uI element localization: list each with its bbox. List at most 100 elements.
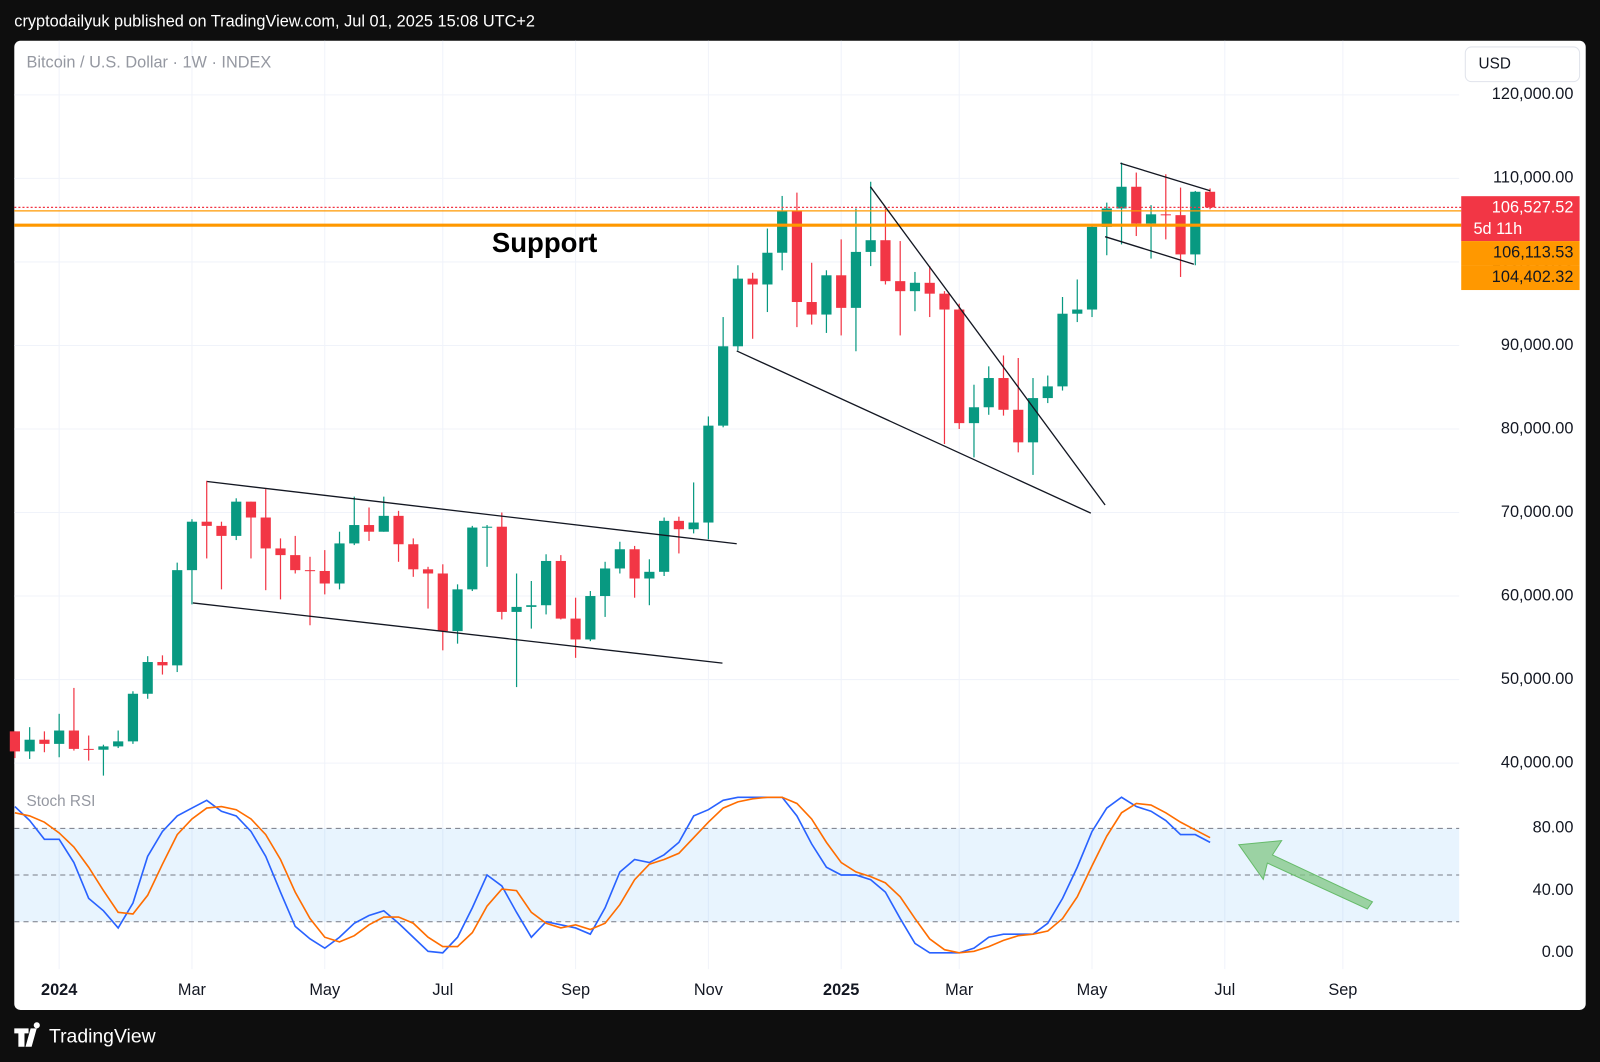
marks xyxy=(9,162,1462,954)
y-tick-label: 0.00 xyxy=(1542,943,1574,961)
candle-body xyxy=(570,618,581,640)
y-tick-label: 40.00 xyxy=(1533,881,1574,899)
candle-body xyxy=(319,570,330,584)
x-tick-label: Jul xyxy=(432,981,453,999)
candle-body xyxy=(1086,226,1098,310)
currency-label[interactable]: USD xyxy=(1479,55,1511,72)
candle-body xyxy=(496,526,507,612)
candle-body xyxy=(1013,409,1024,443)
y-tick-label: 90,000.00 xyxy=(1501,336,1574,354)
candle-body xyxy=(821,275,832,315)
candle-body xyxy=(791,210,803,303)
candle-body xyxy=(585,596,596,640)
candle-body xyxy=(511,606,522,612)
x-tick-label: May xyxy=(1077,981,1109,999)
candle-body xyxy=(998,378,1009,410)
candle-body xyxy=(777,210,788,253)
candle-body xyxy=(1027,398,1039,443)
candle-body xyxy=(1131,186,1142,224)
candle-body xyxy=(703,425,714,523)
candle-body xyxy=(68,730,80,749)
candle-body xyxy=(1116,186,1127,209)
candle-body xyxy=(600,568,611,597)
footer-logo: TradingView xyxy=(14,1022,157,1048)
x-tick-label: 2025 xyxy=(823,981,859,999)
candle-body xyxy=(113,741,124,747)
y-tick-label: 70,000.00 xyxy=(1501,503,1574,521)
publisher-line: cryptodailyuk published on TradingView.c… xyxy=(14,13,535,31)
y-tick-label: 80,000.00 xyxy=(1501,419,1574,437)
candle-body xyxy=(142,662,153,694)
candle-body xyxy=(201,521,212,526)
candle-body xyxy=(467,527,478,590)
candle-body xyxy=(762,252,773,285)
candle-body xyxy=(98,746,109,750)
price-tag xyxy=(1461,265,1580,291)
candle-body xyxy=(422,569,434,574)
x-tick-label: Sep xyxy=(561,981,590,999)
candle-body xyxy=(39,739,50,744)
support-label: Support xyxy=(492,227,598,258)
candle-body xyxy=(673,520,684,530)
price-tag-label: 106,113.53 xyxy=(1493,244,1573,262)
candle-body xyxy=(644,571,655,579)
channel-upper xyxy=(207,480,737,545)
flag-upper xyxy=(1120,162,1211,192)
currency-button[interactable] xyxy=(1464,46,1581,83)
candle-body xyxy=(629,549,640,579)
candle-body xyxy=(127,693,139,742)
candle-body xyxy=(1145,214,1157,224)
price-tag xyxy=(1461,196,1580,242)
footer-brand: TradingView xyxy=(49,1026,157,1048)
candle-body xyxy=(909,282,921,292)
symbol-label: Bitcoin / U.S. Dollar · 1W · INDEX xyxy=(27,54,272,72)
channel-lower xyxy=(192,602,723,664)
stoch-bands xyxy=(14,827,1460,923)
candle-body xyxy=(1175,215,1186,255)
candle-body xyxy=(1190,191,1201,255)
flag-lower xyxy=(1104,236,1195,265)
candle-body xyxy=(83,748,94,750)
candle-body xyxy=(732,278,743,347)
y-tick-label: 60,000.00 xyxy=(1501,586,1574,604)
candle-body xyxy=(186,521,198,571)
indicator-label: Stoch RSI xyxy=(27,793,96,810)
price-tag-label: 104,402.32 xyxy=(1492,268,1574,286)
candle-body xyxy=(806,302,817,315)
candle-body xyxy=(1204,191,1216,208)
stoch-line xyxy=(14,796,1211,954)
green-arrow xyxy=(1237,840,1374,910)
candle-body xyxy=(172,570,183,666)
candle-body xyxy=(1072,309,1083,314)
y-tick-label: 110,000.00 xyxy=(1493,169,1573,187)
candle-body xyxy=(939,293,950,310)
candle-body xyxy=(260,517,271,549)
candle-body xyxy=(24,739,35,752)
candle-body xyxy=(349,525,360,544)
candle-body xyxy=(216,525,227,536)
y-tick-label: 50,000.00 xyxy=(1501,670,1574,688)
chart-panel xyxy=(14,40,1586,1010)
candle-body xyxy=(836,275,847,308)
y-tick-label: 40,000.00 xyxy=(1501,753,1574,771)
candle-body xyxy=(378,515,389,532)
candle-body xyxy=(688,522,699,530)
logo-icon xyxy=(14,1022,40,1047)
y-tick-label: 120,000.00 xyxy=(1492,85,1574,103)
x-tick-label: Mar xyxy=(178,981,207,999)
x-tick-label: 2024 xyxy=(41,981,77,999)
candle-body xyxy=(555,560,566,619)
candle-body xyxy=(526,605,537,607)
candle-body xyxy=(157,662,168,666)
countdown: 5d 11h xyxy=(1473,220,1522,238)
candle-body xyxy=(393,515,404,545)
candle-body xyxy=(1101,208,1112,227)
x-tick-label: Jul xyxy=(1214,981,1235,999)
candle-body xyxy=(968,407,980,424)
stoch-line xyxy=(14,796,1211,954)
x-tick-label: May xyxy=(309,981,341,999)
grid: 2024 Mar May Jul Sep Nov 2025 Mar May Jul Sep 40,00… xyxy=(14,40,1574,999)
trendlines xyxy=(192,162,1211,664)
candle-body xyxy=(290,555,301,571)
